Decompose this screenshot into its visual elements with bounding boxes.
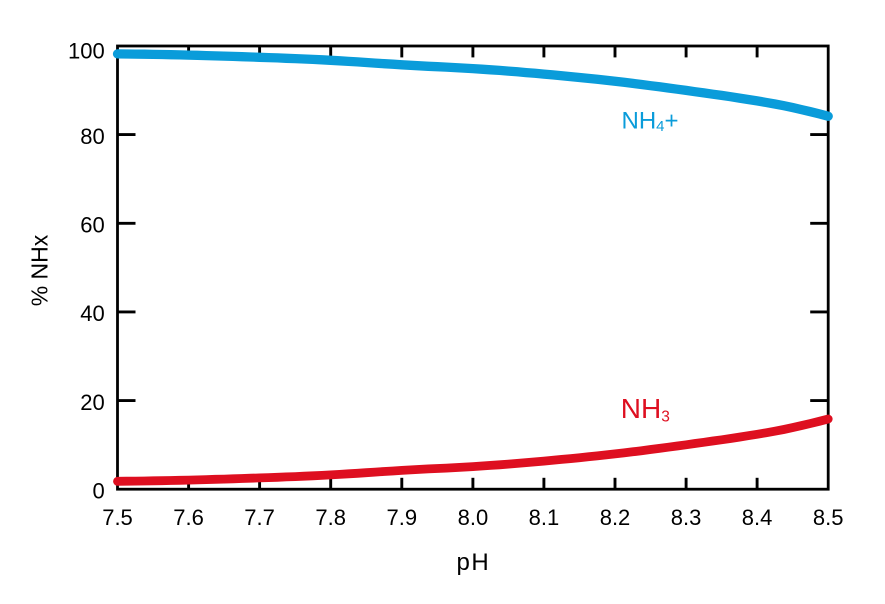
svg-text:7.9: 7.9 [387, 505, 418, 530]
svg-text:7.6: 7.6 [173, 505, 204, 530]
svg-text:8.4: 8.4 [742, 505, 773, 530]
svg-text:60: 60 [80, 213, 104, 238]
svg-text:40: 40 [80, 301, 104, 326]
svg-text:80: 80 [80, 124, 104, 149]
svg-text:NH4+: NH4+ [622, 108, 679, 136]
svg-text:pH: pH [457, 549, 491, 576]
svg-text:8.2: 8.2 [600, 505, 631, 530]
svg-text:0: 0 [92, 479, 104, 504]
svg-text:% NHx: % NHx [26, 234, 52, 306]
svg-text:8.5: 8.5 [813, 505, 844, 530]
svg-text:8.3: 8.3 [671, 505, 702, 530]
svg-text:100: 100 [68, 39, 105, 64]
svg-text:20: 20 [80, 390, 104, 415]
svg-text:7.5: 7.5 [102, 505, 133, 530]
svg-text:8.0: 8.0 [458, 505, 489, 530]
svg-text:7.7: 7.7 [244, 505, 275, 530]
svg-text:8.1: 8.1 [529, 505, 560, 530]
svg-text:7.8: 7.8 [315, 505, 346, 530]
